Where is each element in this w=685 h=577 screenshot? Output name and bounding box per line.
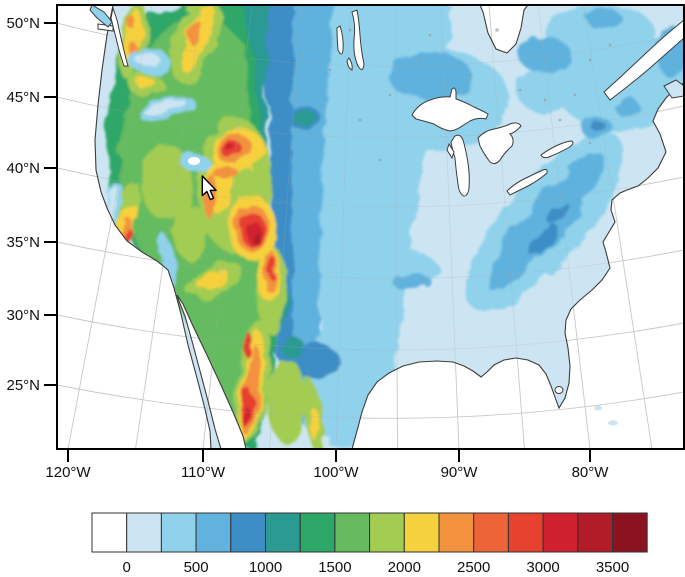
lake-winnipeg xyxy=(351,9,365,70)
colorbar-tick-label: 1500 xyxy=(318,559,351,576)
mouse-cursor-icon xyxy=(201,175,217,201)
colorbar: 0 500 1000 1500 2000 2500 3000 3500 xyxy=(91,512,648,576)
lake-huron xyxy=(477,122,522,165)
bahama-bank xyxy=(594,405,602,411)
islands xyxy=(89,5,684,426)
colorbar-cell xyxy=(230,512,267,553)
colorbar-cell xyxy=(369,512,405,553)
colorbar-tick-label: 2000 xyxy=(388,559,421,576)
lat-tick-label: 35°N xyxy=(6,234,40,251)
st-lawrence-estuary xyxy=(603,19,684,101)
colorbar-cell xyxy=(438,512,475,553)
colorbar-cell xyxy=(160,512,197,553)
colorbar-cell xyxy=(507,512,544,553)
lat-tick-label: 25°N xyxy=(6,377,40,394)
nova-scotia xyxy=(663,79,684,99)
colorbar-cell xyxy=(265,512,301,553)
lat-tick-label: 30°N xyxy=(6,307,40,324)
colorbar-cell xyxy=(334,512,371,553)
map-frame xyxy=(56,4,685,450)
lon-tick-label: 120°W xyxy=(45,464,91,481)
great-salt-lake xyxy=(188,157,200,165)
vancouver-island xyxy=(89,5,113,28)
colorbar-cell xyxy=(299,512,336,553)
lat-tick-label: 50°N xyxy=(6,15,40,32)
lake-winnipegosis xyxy=(336,25,344,55)
colorbar-cell xyxy=(195,512,232,553)
lon-tick-label: 110°W xyxy=(181,464,226,481)
lake-michigan xyxy=(450,134,470,197)
y-axis-labels: 50°N 45°N 40°N 35°N 30°N 25°N xyxy=(6,15,40,394)
colorbar-cell xyxy=(612,512,648,553)
colorbar-cell xyxy=(403,512,440,553)
x-axis-labels: 120°W 110°W 100°W 90°W 80°W xyxy=(45,464,609,481)
bahama-bank-2 xyxy=(608,420,618,426)
axis-ticks xyxy=(44,22,591,462)
lon-tick-label: 100°W xyxy=(313,464,359,481)
colorbar-tick-label: 500 xyxy=(184,559,209,576)
colorbar-tick-label: 0 xyxy=(123,559,131,576)
small-lake-speckles xyxy=(298,28,612,162)
colorbar-cell xyxy=(91,512,128,553)
lake-ontario xyxy=(540,140,574,159)
green-bay xyxy=(446,142,455,160)
lake-okeechobee xyxy=(554,386,564,394)
lakes xyxy=(97,6,684,394)
lat-tick-label: 40°N xyxy=(6,160,40,177)
colorbar-tick-label: 1000 xyxy=(249,559,282,576)
lon-tick-label: 90°W xyxy=(441,464,479,481)
colorbar-cell xyxy=(577,512,613,553)
lat-tick-label: 45°N xyxy=(6,89,40,106)
colorbar-labels: 0 500 1000 1500 2000 2500 3000 3500 xyxy=(123,559,630,576)
colorbar-tick-label: 3000 xyxy=(526,559,559,576)
lon-tick-label: 80°W xyxy=(572,464,610,481)
colorbar-cell xyxy=(473,512,509,553)
lake-superior xyxy=(411,87,489,132)
lake-manitoba xyxy=(346,57,353,71)
colorbar-tick-label: 2500 xyxy=(457,559,490,576)
colorbar-tick-label: 3500 xyxy=(596,559,629,576)
colorbar-cell xyxy=(126,512,162,553)
colorbar-cell xyxy=(542,512,579,553)
lake-erie xyxy=(506,168,548,196)
